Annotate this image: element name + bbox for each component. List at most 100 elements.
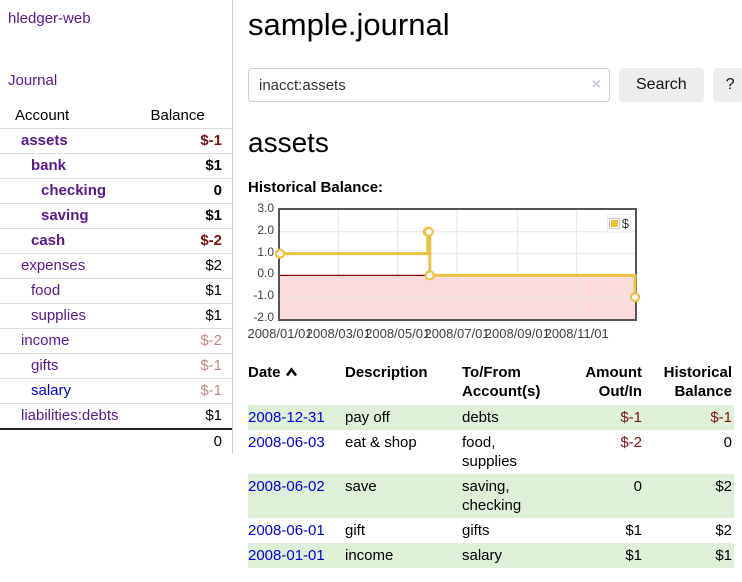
transaction-balance: 0 (723, 434, 732, 451)
account-row: cash $-2 (0, 228, 232, 254)
transaction-date-link[interactable]: 2008-06-02 (248, 478, 325, 495)
transaction-balance: $-1 (644, 405, 734, 430)
y-tick-label: 3.0 (257, 201, 274, 215)
legend-label: $ (621, 216, 629, 231)
account-row: checking 0 (0, 178, 232, 204)
y-tick-label: -1.0 (253, 288, 274, 303)
transaction-date-link[interactable]: 2008-01-01 (248, 547, 325, 564)
balance-column-header: Historical Balance (663, 364, 732, 400)
transaction-accounts: saving, checking (462, 474, 562, 518)
account-link-checking[interactable]: checking (41, 182, 107, 199)
x-tick-label: 2008/05/01 (365, 326, 431, 341)
page-title: sample.journal (248, 7, 450, 42)
account-balance: $1 (150, 278, 232, 304)
sort-ascending-icon (285, 364, 298, 383)
account-link-liabilities-debts[interactable]: liabilities:debts (21, 407, 119, 424)
register-row: 2008-06-03 eat & shop food, supplies $-2… (248, 430, 734, 474)
transaction-amount: $1 (625, 522, 642, 539)
account-column-header: Account (15, 107, 70, 124)
y-tick-label: 0.0 (257, 266, 274, 281)
transaction-balance: $2 (644, 474, 734, 518)
chart-plot-area: $ (274, 208, 641, 321)
search-input[interactable] (248, 68, 610, 102)
transaction-accounts: gifts (462, 522, 490, 539)
transaction-date-link[interactable]: 2008-06-01 (248, 522, 325, 539)
sidebar: hledger-web Journal Account Balance asse… (0, 0, 233, 454)
register-table: Date Description To/From Account(s) Amou… (248, 361, 734, 568)
transaction-amount: $-2 (620, 434, 642, 451)
account-balance: $-2 (150, 228, 232, 254)
description-column-header: Description (345, 364, 428, 381)
search-button[interactable]: Search (619, 68, 704, 102)
search-form: × Search ? (248, 68, 742, 102)
register-row: 2008-12-31 pay off debts $-1 $-1 (248, 405, 734, 430)
account-link-salary[interactable]: salary (31, 382, 72, 399)
help-button[interactable]: ? (712, 68, 742, 102)
transaction-amount: $-1 (562, 405, 644, 430)
chart-legend: $ (606, 214, 631, 233)
account-balance: $1 (150, 403, 232, 429)
chart-title: Historical Balance: (248, 179, 384, 196)
historical-balance-chart: 3.0 2.0 1.0 0.0 -1.0 -2.0 $ 2008/01/01 2008/03… (247, 201, 742, 341)
account-link-food[interactable]: food (31, 282, 61, 299)
account-row: bank $1 (0, 153, 232, 179)
account-balance: $-1 (150, 128, 232, 154)
chart-canvas (274, 210, 641, 319)
transaction-description: eat & shop (345, 434, 417, 451)
register-row: 2008-01-01 income salary $1 $1 (248, 543, 734, 568)
account-row: expenses $2 (0, 253, 232, 279)
account-balance: $-1 (150, 353, 232, 379)
app-title: hledger-web (0, 8, 232, 27)
transaction-balance: $2 (715, 522, 732, 539)
account-balance: $1 (150, 203, 232, 229)
y-tick-label: -2.0 (253, 310, 274, 324)
account-row: saving $1 (0, 203, 232, 229)
register-header-row: Date Description To/From Account(s) Amou… (248, 361, 734, 405)
y-tick-label: 1.0 (257, 244, 274, 259)
account-link-income[interactable]: income (21, 332, 70, 349)
transaction-amount: 0 (562, 474, 644, 518)
accounts-table: Account Balance assets $-1 bank $1 check… (0, 104, 232, 454)
account-link-bank[interactable]: bank (31, 157, 67, 174)
account-row: food $1 (0, 278, 232, 304)
amount-column-header: Amount Out/In (585, 364, 642, 400)
account-balance: $-2 (150, 328, 232, 354)
account-link-assets[interactable]: assets (21, 132, 68, 149)
transaction-description: pay off (345, 405, 462, 430)
transaction-description: income (345, 543, 462, 568)
transaction-accounts: debts (462, 405, 562, 430)
x-tick-label: 2008/03/01 (305, 326, 371, 341)
accounts-total-row: 0 (0, 428, 232, 454)
account-row: liabilities:debts $1 (0, 403, 232, 429)
account-balance: $1 (150, 153, 232, 179)
account-row: income $-2 (0, 328, 232, 354)
date-column-header[interactable]: Date (248, 361, 345, 405)
register-row: 2008-06-01 gift gifts $1 $2 (248, 518, 734, 543)
transaction-description: save (345, 474, 462, 518)
clear-search-icon[interactable]: × (591, 76, 601, 93)
y-tick-label: 2.0 (257, 222, 274, 237)
transaction-description: gift (345, 522, 366, 539)
journal-nav: Journal (0, 72, 232, 89)
account-link-saving[interactable]: saving (41, 207, 89, 224)
account-row: assets $-1 (0, 128, 232, 154)
register-row: 2008-06-02 save saving, checking 0 $2 (248, 474, 734, 518)
x-tick-label: 2008/07/01 (424, 326, 490, 341)
account-link-expenses[interactable]: expenses (21, 257, 86, 274)
account-link-gifts[interactable]: gifts (31, 357, 59, 374)
account-row: gifts $-1 (0, 353, 232, 379)
account-balance: $1 (150, 303, 232, 329)
journal-link[interactable]: Journal (8, 72, 58, 89)
transaction-accounts: salary (462, 543, 562, 568)
accounts-table-header: Account Balance (0, 104, 232, 129)
account-row: supplies $1 (0, 303, 232, 329)
x-tick-label: 2008/09/01 (484, 326, 550, 341)
app-title-link[interactable]: hledger-web (8, 10, 91, 27)
x-tick-label: 2008/01/01 (247, 326, 313, 341)
account-link-supplies[interactable]: supplies (31, 307, 87, 324)
transaction-accounts: food, supplies (462, 434, 518, 470)
transaction-date-link[interactable]: 2008-12-31 (248, 409, 325, 426)
transaction-date-link[interactable]: 2008-06-03 (248, 434, 325, 451)
x-tick-label: 2008/11/01 (544, 326, 609, 341)
account-link-cash[interactable]: cash (31, 232, 66, 249)
